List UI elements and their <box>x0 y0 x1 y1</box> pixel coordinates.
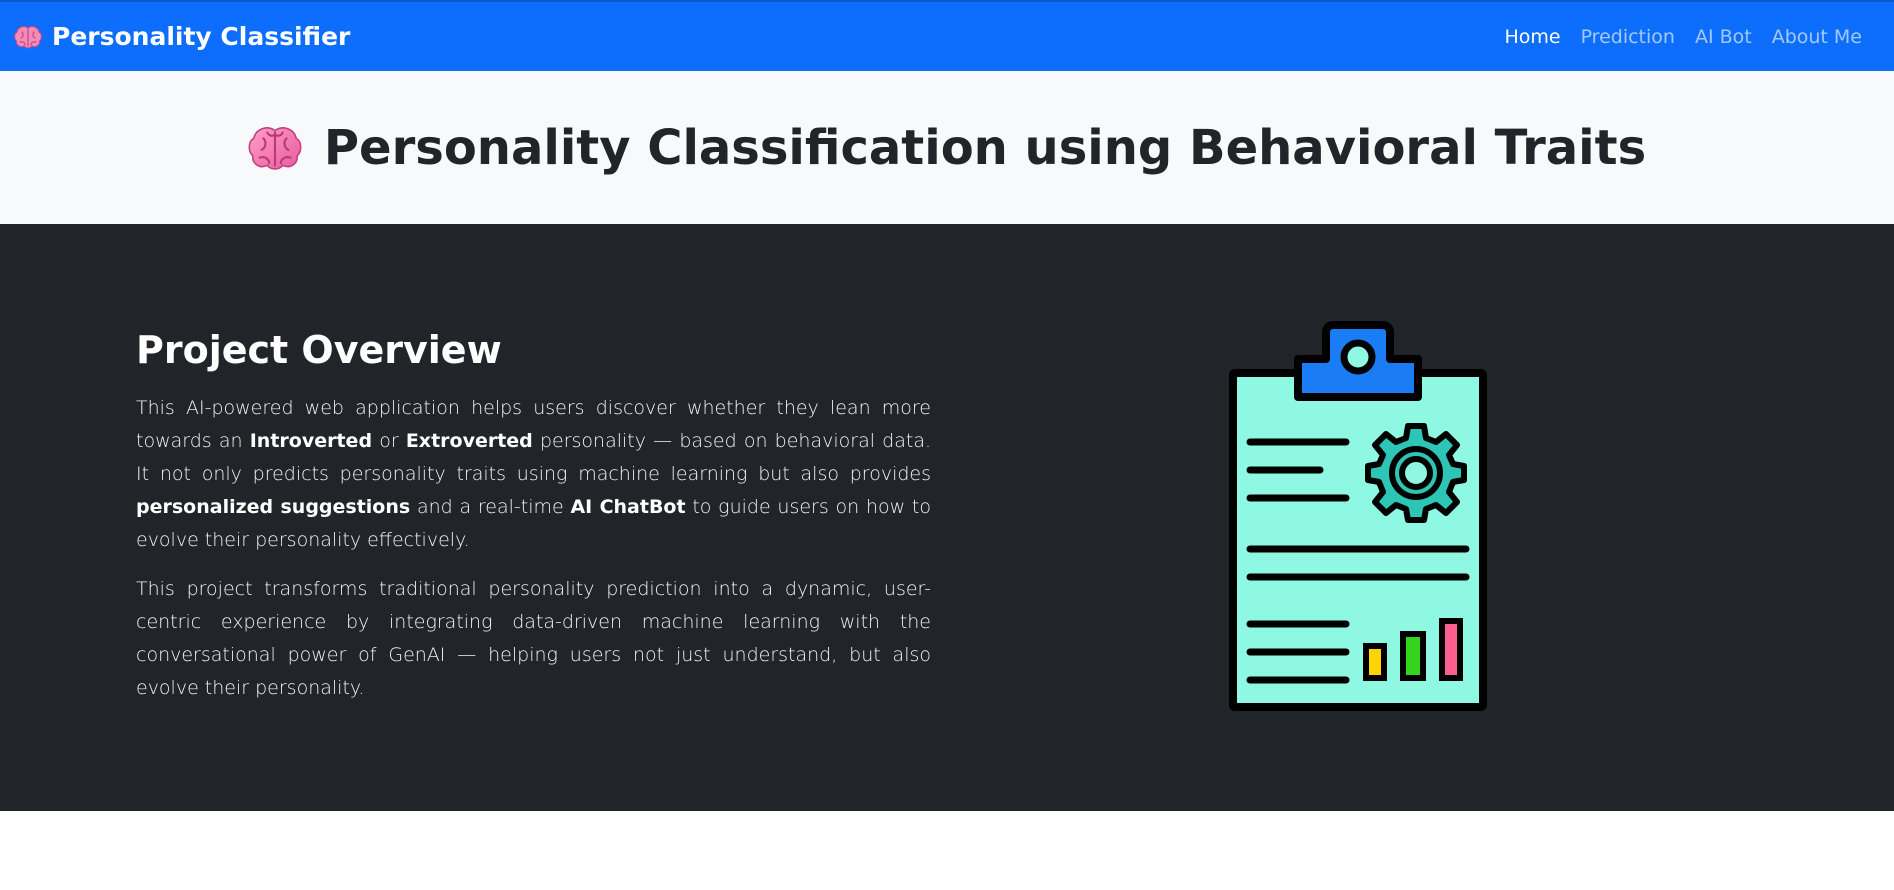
brain-icon <box>14 25 42 48</box>
text-fragment: This AI-powered web application helps us… <box>136 397 931 452</box>
clipboard-report-icon <box>1229 321 1487 711</box>
bold-extroverted: Extroverted <box>405 430 533 452</box>
nav-link-about-me[interactable]: About Me <box>1771 25 1862 48</box>
overview-title: Project Overview <box>136 328 502 372</box>
overview-text: Project Overview This AI-powered web app… <box>136 328 931 721</box>
nav-link-prediction[interactable]: Prediction <box>1580 25 1675 48</box>
text-fragment: personality — based on behavioral data. … <box>136 430 931 485</box>
nav-links: Home Prediction AI Bot About Me <box>1494 18 1872 56</box>
bold-introverted: Introverted <box>249 430 373 452</box>
page-title: Personality Classification using Behavio… <box>323 119 1647 176</box>
navbar: Personality Classifier Home Prediction A… <box>0 0 1894 71</box>
overview-paragraph-1: This AI-powered web application helps us… <box>136 392 931 557</box>
brand-link[interactable]: Personality Classifier <box>14 22 350 51</box>
brand-label: Personality Classifier <box>52 22 351 51</box>
project-overview-section: Project Overview This AI-powered web app… <box>0 224 1894 811</box>
text-fragment: and a real-time <box>410 496 571 518</box>
text-fragment: to guide users on how to evolve their pe… <box>136 496 931 551</box>
overview-paragraph-2: This project transforms traditional pers… <box>136 578 931 699</box>
nav-link-home[interactable]: Home <box>1504 25 1561 48</box>
hero-header: Personality Classification using Behavio… <box>0 71 1894 224</box>
nav-link-ai-bot[interactable]: AI Bot <box>1694 25 1752 48</box>
page-bottom-space <box>0 811 1894 890</box>
brain-icon <box>248 126 302 170</box>
text-fragment: or <box>372 430 406 452</box>
bold-ai-chatbot: AI ChatBot <box>570 496 686 518</box>
bold-personalized-suggestions: personalized suggestions <box>136 496 411 518</box>
